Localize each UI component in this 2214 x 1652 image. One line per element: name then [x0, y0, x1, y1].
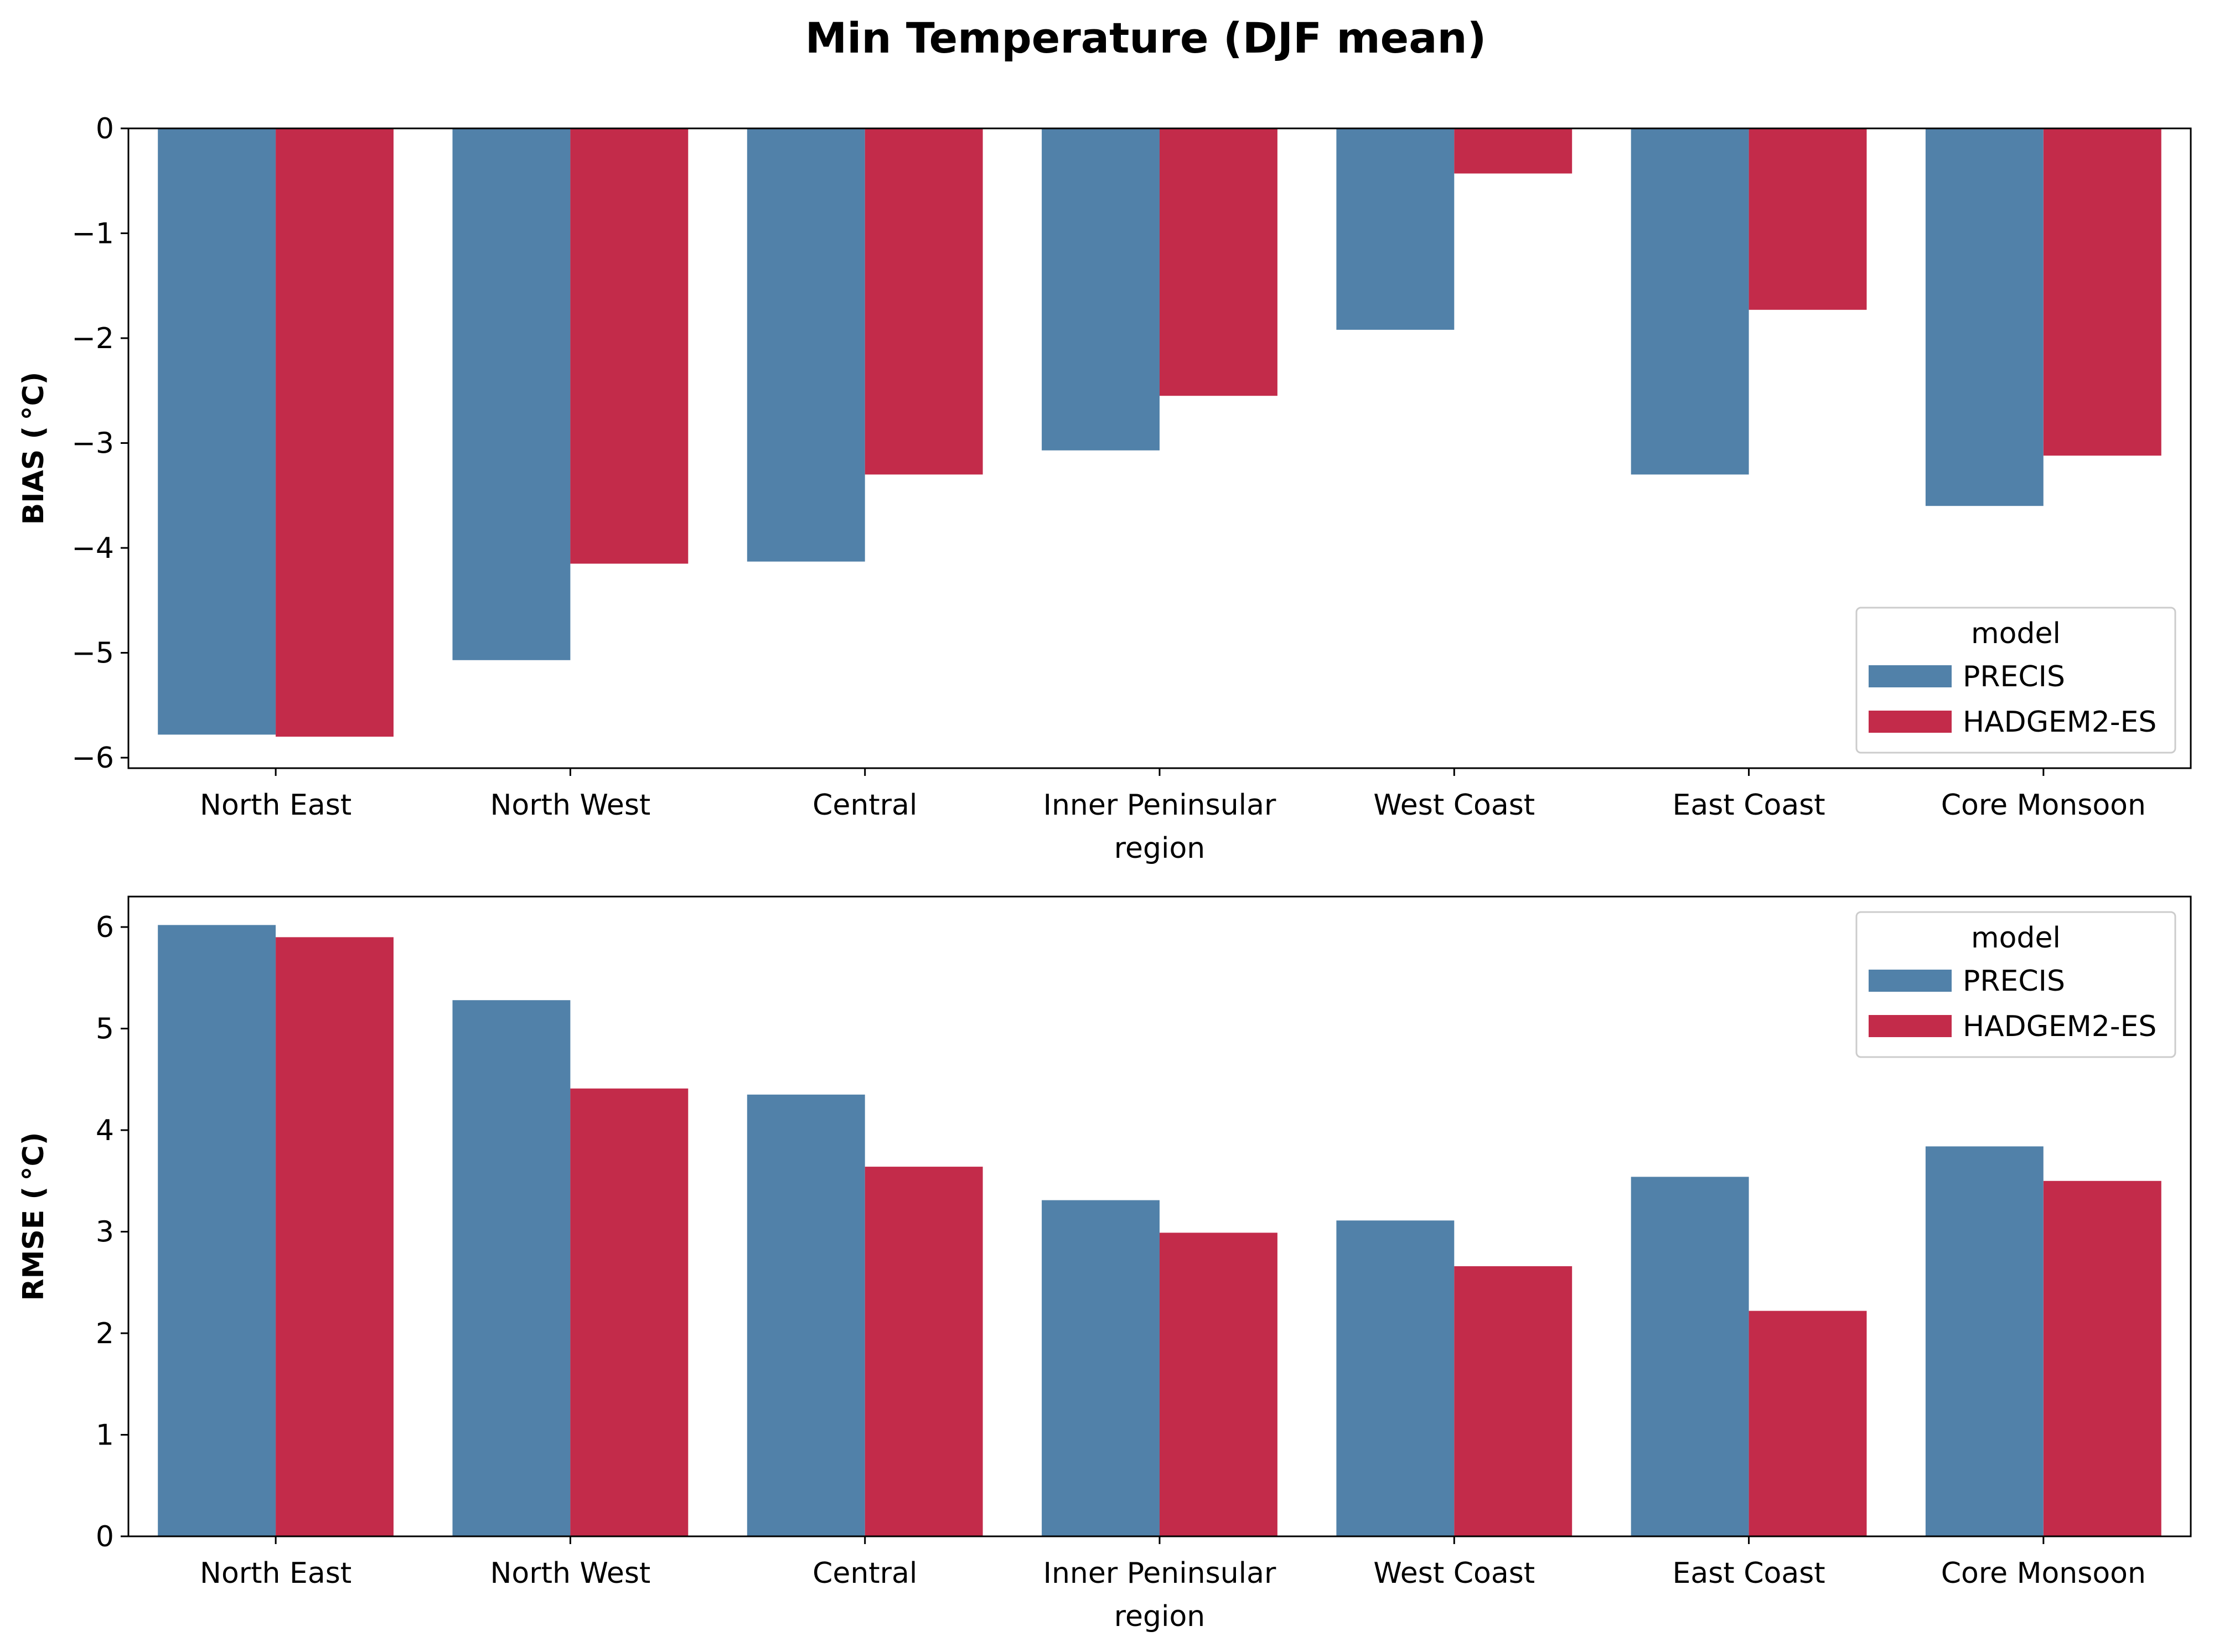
bar-hadgem2-es-west-coast [1454, 1266, 1572, 1536]
bar-hadgem2-es-north-east [276, 128, 394, 737]
rmse-panel: 0 1 2 3 4 5 6 North East North West Central Inner … [17, 895, 2192, 1633]
legend-title: model [1971, 617, 2061, 650]
x-tick-label: Central [813, 789, 917, 822]
y-tick-label: −1 [71, 217, 114, 251]
y-tick-label: −6 [71, 742, 114, 775]
x-tick-label: West Coast [1373, 1557, 1535, 1590]
y-tick-label: 4 [96, 1114, 114, 1147]
bar-hadgem2-es-central [865, 128, 983, 475]
legend-swatch-precis [1869, 970, 1952, 992]
legend-swatch-hadgem2-es [1869, 1015, 1952, 1037]
y-tick-label: 5 [96, 1013, 114, 1046]
x-tick-label: East Coast [1672, 789, 1825, 822]
x-tick-label: Inner Peninsular [1043, 789, 1276, 822]
bar-precis-north-west [452, 128, 571, 660]
x-axis-label: region [1114, 832, 1205, 865]
y-tick-label: −2 [71, 322, 114, 355]
x-tick-label: Core Monsoon [1941, 1557, 2146, 1590]
y-tick-label: 3 [96, 1216, 114, 1249]
y-tick-label: 2 [96, 1317, 114, 1350]
x-tick-label: West Coast [1373, 789, 1535, 822]
bar-precis-west-coast [1336, 1220, 1455, 1536]
x-tick-label: East Coast [1672, 1557, 1825, 1590]
bar-hadgem2-es-central [865, 1167, 983, 1536]
x-tick-label: Central [813, 1557, 917, 1590]
y-tick-label: −5 [71, 637, 114, 670]
bar-hadgem2-es-west-coast [1454, 128, 1572, 174]
y-tick-label: 0 [96, 112, 114, 146]
x-tick-label: Core Monsoon [1941, 789, 2146, 822]
y-tick-label: 0 [96, 1520, 114, 1553]
y-tick-label: −3 [71, 427, 114, 460]
bar-hadgem2-es-inner-peninsular [1160, 1232, 1277, 1536]
bar-hadgem2-es-inner-peninsular [1160, 128, 1277, 396]
bar-hadgem2-es-east-coast [1749, 1311, 1867, 1536]
y-tick-label: −4 [71, 532, 114, 565]
bar-precis-west-coast [1336, 128, 1455, 330]
chart-title: Min Temperature (DJF mean) [805, 13, 1487, 63]
bar-precis-central [747, 1094, 865, 1536]
bar-precis-east-coast [1631, 128, 1749, 475]
y-axis-label: BIAS ( °C) [17, 372, 50, 525]
bar-hadgem2-es-core-monsoon [2043, 1180, 2161, 1536]
legend-swatch-precis [1869, 665, 1952, 687]
bar-precis-north-west [452, 1000, 571, 1536]
legend: model PRECIS HADGEM2-ES [1855, 607, 2176, 754]
bar-precis-east-coast [1631, 1177, 1749, 1536]
legend-label-precis: PRECIS [1963, 965, 2065, 998]
x-tick-label: Inner Peninsular [1043, 1557, 1276, 1590]
bar-precis-central [747, 128, 865, 562]
y-axis-label: RMSE ( °C) [17, 1132, 50, 1301]
legend-label-hadgem2-es: HADGEM2-ES [1963, 706, 2156, 739]
y-tick-label: 6 [96, 911, 114, 944]
bar-hadgem2-es-east-coast [1749, 128, 1867, 310]
bar-precis-north-east [158, 128, 276, 735]
x-tick-label: North West [490, 789, 651, 822]
legend-label-precis: PRECIS [1963, 660, 2065, 693]
bar-precis-core-monsoon [1925, 1146, 2044, 1536]
y-tick-label: 1 [96, 1419, 114, 1452]
legend: model PRECIS HADGEM2-ES [1855, 911, 2176, 1058]
x-tick-label: North East [200, 1557, 351, 1590]
bar-hadgem2-es-north-west [570, 1088, 689, 1536]
bar-precis-inner-peninsular [1042, 1200, 1160, 1536]
legend-label-hadgem2-es: HADGEM2-ES [1963, 1010, 2156, 1043]
bar-precis-north-east [158, 925, 276, 1536]
legend-title: model [1971, 921, 2061, 955]
x-axis-label: region [1114, 1600, 1205, 1633]
bias-panel: 0 −1 −2 −3 −4 −5 −6 North East North West Central… [17, 112, 2192, 865]
x-tick-label: North West [490, 1557, 651, 1590]
legend-swatch-hadgem2-es [1869, 711, 1952, 733]
bar-precis-core-monsoon [1925, 128, 2044, 506]
bar-hadgem2-es-north-west [570, 128, 689, 564]
x-tick-label: North East [200, 789, 351, 822]
bar-precis-inner-peninsular [1042, 128, 1160, 450]
bar-hadgem2-es-north-east [276, 937, 394, 1536]
bar-hadgem2-es-core-monsoon [2043, 128, 2161, 456]
